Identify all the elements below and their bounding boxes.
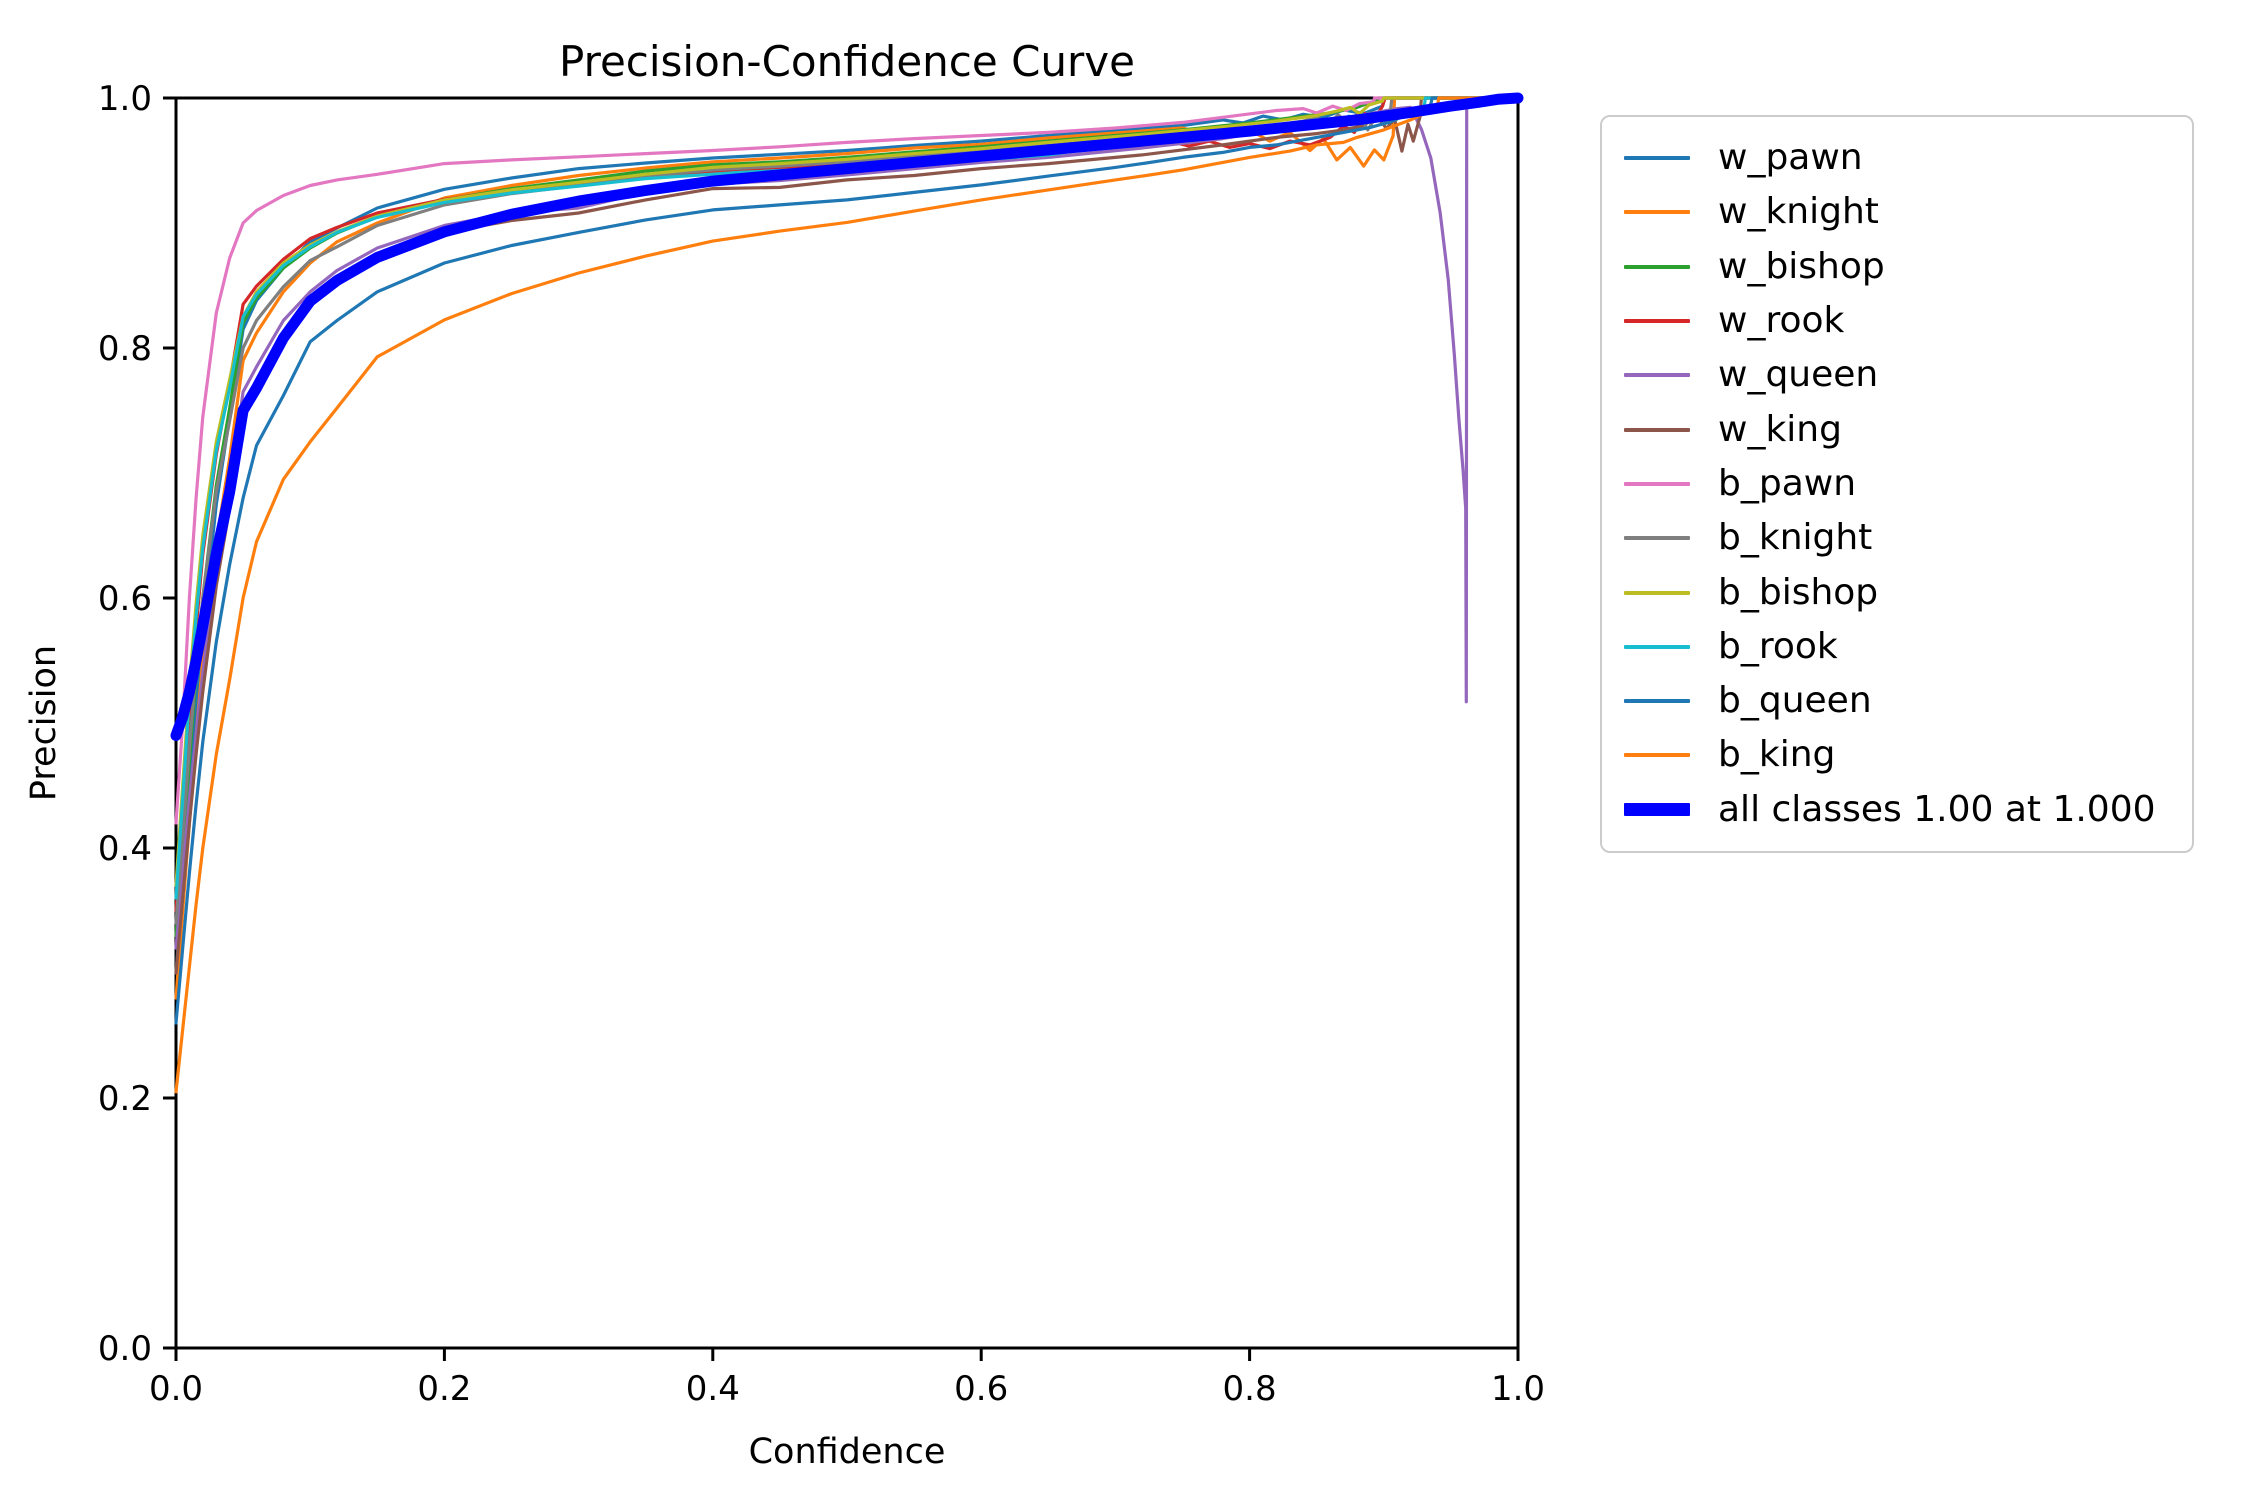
series-line-w_pawn bbox=[174, 96, 1520, 975]
legend-label-b_queen: b_queen bbox=[1718, 680, 1872, 722]
x-tick-label: 1.0 bbox=[1491, 1369, 1545, 1409]
legend-line-sample-b_knight bbox=[1624, 536, 1690, 541]
plot-frame bbox=[174, 96, 1520, 1350]
legend-label-w_bishop: w_bishop bbox=[1718, 245, 1885, 287]
legend-line-sample-b_rook bbox=[1624, 644, 1690, 649]
legend-label-w_knight: w_knight bbox=[1718, 191, 1879, 233]
legend-line-sample-w_knight bbox=[1624, 210, 1690, 215]
x-tick-label: 0.6 bbox=[954, 1369, 1008, 1409]
x-tick-label: 0.8 bbox=[1223, 1369, 1277, 1409]
legend-item-w_king: w_king bbox=[1624, 404, 2182, 456]
legend-label-w_king: w_king bbox=[1718, 408, 1842, 450]
y-tick-label: 0.0 bbox=[98, 1329, 152, 1369]
legend-item-b_rook: b_rook bbox=[1624, 621, 2182, 673]
legend-line-sample-w_queen bbox=[1624, 373, 1690, 378]
legend-item-b_knight: b_knight bbox=[1624, 512, 2182, 564]
legend-item-w_pawn: w_pawn bbox=[1624, 132, 2182, 184]
legend-line-sample-all_classes bbox=[1624, 803, 1690, 817]
legend-label-b_pawn: b_pawn bbox=[1718, 462, 1857, 504]
y-tick-label: 0.8 bbox=[98, 329, 152, 369]
legend: w_pawn w_knight w_bishop w_rook w_queen w_kin… bbox=[1600, 115, 2194, 853]
series-line-w_knight bbox=[174, 96, 1520, 1000]
x-tick-label: 0.0 bbox=[149, 1369, 203, 1409]
legend-item-w_rook: w_rook bbox=[1624, 295, 2182, 347]
x-tick-label: 0.4 bbox=[686, 1369, 740, 1409]
series-line-b_pawn bbox=[174, 96, 1520, 825]
y-tick-label: 0.4 bbox=[98, 829, 152, 869]
legend-item-w_queen: w_queen bbox=[1624, 349, 2182, 401]
legend-item-all_classes: all classes 1.00 at 1.000 bbox=[1624, 784, 2182, 836]
series-line-w_king bbox=[174, 96, 1520, 975]
legend-line-sample-w_king bbox=[1624, 427, 1690, 432]
chart-series bbox=[170, 92, 1524, 1094]
y-axis-label: Precision bbox=[24, 645, 64, 801]
legend-line-sample-b_queen bbox=[1624, 699, 1690, 704]
series-line-b_king bbox=[174, 96, 1520, 1094]
legend-line-sample-w_pawn bbox=[1624, 156, 1690, 161]
legend-item-b_bishop: b_bishop bbox=[1624, 567, 2182, 619]
legend-label-b_bishop: b_bishop bbox=[1718, 571, 1879, 613]
legend-label-b_knight: b_knight bbox=[1718, 517, 1873, 559]
series-line-all_classes bbox=[170, 92, 1524, 741]
axis-ticks: 0.0 0.2 0.4 0.6 0.8 1.0 0.0 0.2 0.4 0.6 0.8 1.0 bbox=[98, 79, 1545, 1409]
legend-line-sample-w_bishop bbox=[1624, 264, 1690, 269]
plot-border bbox=[174, 96, 1520, 1350]
legend-item-w_knight: w_knight bbox=[1624, 186, 2182, 238]
chart-title: Precision-Confidence Curve bbox=[559, 37, 1135, 86]
legend-line-sample-w_rook bbox=[1624, 319, 1690, 324]
series-line-b_queen bbox=[174, 96, 1520, 1025]
y-tick-label: 0.2 bbox=[98, 1079, 152, 1119]
legend-item-b_pawn: b_pawn bbox=[1624, 458, 2182, 510]
series-line-b_rook bbox=[174, 96, 1520, 900]
x-tick-label: 0.2 bbox=[417, 1369, 471, 1409]
legend-label-b_rook: b_rook bbox=[1718, 625, 1838, 667]
legend-item-b_king: b_king bbox=[1624, 729, 2182, 781]
legend-label-w_queen: w_queen bbox=[1718, 354, 1879, 396]
legend-label-all_classes: all classes 1.00 at 1.000 bbox=[1718, 788, 2156, 830]
legend-item-w_bishop: w_bishop bbox=[1624, 241, 2182, 293]
series-line-b_bishop bbox=[174, 96, 1520, 888]
legend-line-sample-b_king bbox=[1624, 753, 1690, 758]
y-tick-label: 0.6 bbox=[98, 579, 152, 619]
legend-line-sample-b_pawn bbox=[1624, 481, 1690, 486]
legend-label-b_king: b_king bbox=[1718, 734, 1836, 776]
legend-label-w_pawn: w_pawn bbox=[1718, 137, 1863, 179]
y-tick-label: 1.0 bbox=[98, 79, 152, 119]
series-line-w_rook bbox=[174, 96, 1520, 913]
x-axis-label: Confidence bbox=[749, 1432, 946, 1472]
series-line-b_knight bbox=[174, 96, 1520, 925]
legend-label-w_rook: w_rook bbox=[1718, 300, 1845, 342]
legend-line-sample-b_bishop bbox=[1624, 590, 1690, 595]
legend-item-b_queen: b_queen bbox=[1624, 675, 2182, 727]
